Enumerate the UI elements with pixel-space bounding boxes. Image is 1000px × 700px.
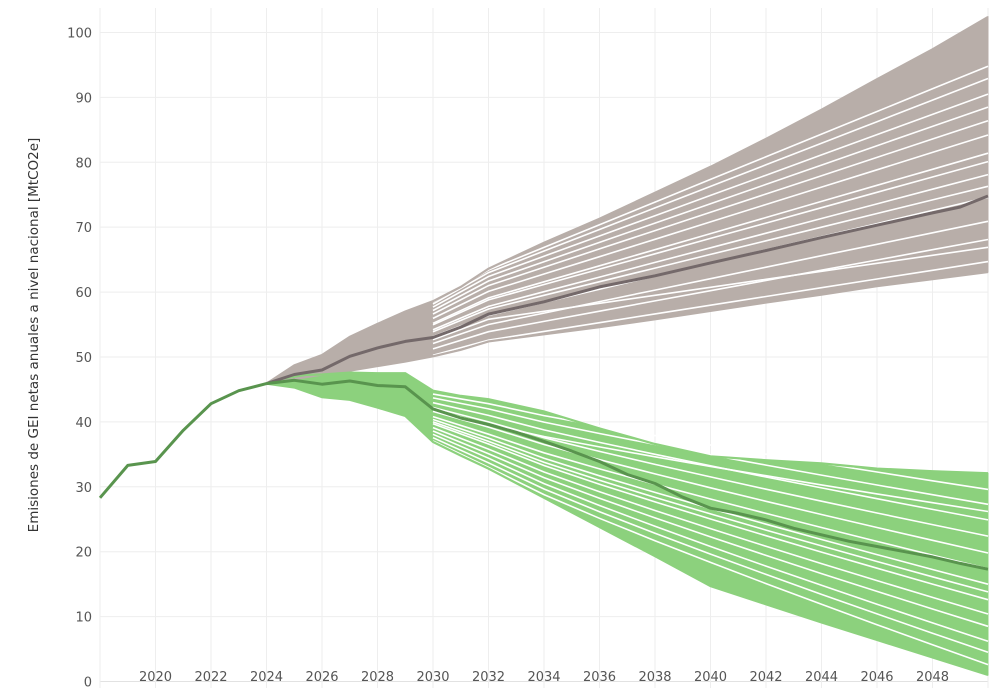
x-tick-label: 2028 bbox=[361, 670, 394, 685]
scenario-separator-lines bbox=[265, 15, 989, 677]
baseline-scenario-line-14 bbox=[432, 160, 989, 326]
mitigation-scenario-line-9 bbox=[432, 430, 989, 628]
baseline-scenario-line-0 bbox=[432, 260, 989, 357]
median-line-mitigation_line bbox=[266, 378, 989, 571]
baseline-scenario-line-5 bbox=[432, 152, 989, 325]
x-tick-label: 2022 bbox=[194, 670, 227, 685]
mitigation-scenario-line-10 bbox=[432, 433, 989, 643]
x-tick-label: 2032 bbox=[472, 670, 505, 685]
mitigation-scenario-line-0 bbox=[432, 393, 989, 491]
mitigation-scenario-line-14 bbox=[432, 421, 989, 593]
mitigation-scenario-line-12 bbox=[432, 440, 989, 666]
x-tick-label: 2036 bbox=[583, 670, 616, 685]
y-tick-label: 40 bbox=[75, 416, 92, 431]
mitigation-scenario-line-4 bbox=[432, 410, 989, 554]
baseline-scenario-line-11 bbox=[432, 65, 989, 303]
baseline-scenario-line-10 bbox=[432, 77, 989, 305]
y-tick-label: 0 bbox=[84, 676, 92, 691]
mitigation-scenario-line-1 bbox=[432, 397, 989, 506]
x-tick-label: 2024 bbox=[250, 670, 283, 685]
x-tick-label: 2038 bbox=[638, 670, 671, 685]
x-tick-label: 2030 bbox=[416, 670, 449, 685]
y-tick-label: 20 bbox=[75, 546, 92, 561]
scenario-bands bbox=[266, 16, 989, 676]
x-tick-label: 2026 bbox=[305, 670, 338, 685]
y-tick-label: 80 bbox=[75, 156, 92, 171]
x-tick-label: 2034 bbox=[527, 670, 560, 685]
baseline-scenario-line-9 bbox=[432, 93, 989, 308]
y-tick-label: 30 bbox=[75, 481, 92, 496]
x-tick-label: 2020 bbox=[139, 670, 172, 685]
baseline-scenario-line-2 bbox=[432, 220, 989, 345]
y-tick-label: 60 bbox=[75, 286, 92, 301]
y-axis-ticks: 0 10 20 30 40 50 60 70 80 90 100 bbox=[67, 26, 92, 690]
x-tick-label: 2048 bbox=[916, 670, 949, 685]
x-axis-ticks: 2020 2022 2024 2026 2028 2030 2032 2034 2036 2038… bbox=[139, 670, 949, 685]
mitigation-scenario-line-5 bbox=[432, 415, 989, 570]
x-tick-label: 2046 bbox=[860, 670, 893, 685]
mitigation_band-upper-edge bbox=[266, 371, 989, 475]
baseline-scenario-line-4 bbox=[432, 173, 989, 331]
y-tick-label: 50 bbox=[75, 351, 92, 366]
y-tick-label: 10 bbox=[75, 611, 92, 626]
y-tick-label: 70 bbox=[75, 221, 92, 236]
baseline-scenario-line-13 bbox=[432, 185, 989, 333]
mitigation-scenario-line-11 bbox=[432, 436, 989, 654]
mitigation-scenario-line-7 bbox=[432, 423, 989, 601]
x-tick-label: 2044 bbox=[805, 670, 838, 685]
median-lines bbox=[98, 194, 989, 571]
baseline_band-lower-edge bbox=[266, 270, 989, 385]
scenario-band-mitigation_band bbox=[266, 372, 989, 676]
x-tick-label: 2040 bbox=[694, 670, 727, 685]
historical-line bbox=[98, 382, 267, 499]
mitigation-scenario-line-13 bbox=[432, 408, 989, 513]
baseline_band-upper-edge bbox=[265, 15, 989, 385]
baseline-scenario-line-8 bbox=[432, 106, 989, 312]
x-tick-label: 2042 bbox=[749, 670, 782, 685]
baseline-scenario-line-12 bbox=[432, 246, 989, 341]
y-tick-label: 100 bbox=[67, 26, 92, 41]
baseline-scenario-line-1 bbox=[432, 238, 989, 350]
mitigation-scenario-line-8 bbox=[432, 426, 989, 615]
scenario-band-baseline_band bbox=[266, 16, 989, 385]
y-tick-label: 90 bbox=[75, 91, 92, 106]
mitigation_band-lower-edge bbox=[266, 382, 989, 677]
baseline-scenario-line-7 bbox=[432, 119, 989, 315]
y-axis-title: Emisiones de GEI netas anuales a nivel n… bbox=[26, 138, 42, 533]
median-line-baseline_line bbox=[266, 194, 989, 386]
baseline-scenario-line-6 bbox=[432, 134, 989, 320]
